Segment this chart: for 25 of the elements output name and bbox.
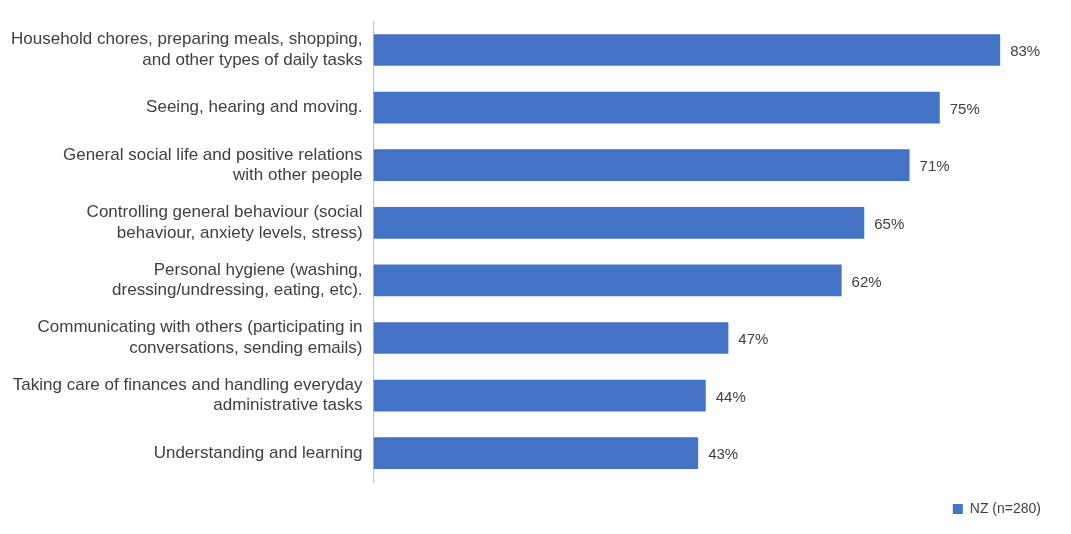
data-label: 62% (851, 272, 882, 290)
data-label: 71% (919, 157, 950, 175)
y-tick-label: General social life and positive relations with other people (62, 144, 363, 185)
bar (373, 34, 1001, 66)
bar (373, 149, 910, 182)
y-tick-label: Taking care of finances and handling everyday administrative tasks (12, 375, 364, 415)
y-tick-label: Communicating with others (participating in conversations, sending emails) (37, 317, 363, 357)
data-label: 44% (715, 387, 746, 405)
y-tick-label: Seeing, hearing and moving. (146, 97, 363, 117)
data-label: 47% (738, 330, 769, 348)
bar (373, 379, 706, 412)
bar (373, 206, 865, 239)
data-label: 75% (949, 99, 980, 117)
y-tick-label: Controlling general behaviour (social behaviour, anxiety levels, stress) (86, 202, 363, 242)
data-label: 65% (874, 214, 905, 232)
y-tick-label: Household chores, preparing meals, shopping, and other types of daily tasks (11, 29, 363, 69)
data-label: 43% (708, 445, 739, 463)
y-tick-label: Understanding and learning (153, 442, 363, 462)
bar (373, 322, 729, 354)
bar (373, 437, 699, 470)
y-tick-label: Personal hygiene (washing, dressing/undressing, eating, etc). (112, 259, 363, 300)
data-label: 83% (1010, 42, 1041, 60)
legend-label: NZ (n=280) (969, 499, 1042, 516)
bar (373, 264, 842, 297)
bar (373, 91, 940, 124)
